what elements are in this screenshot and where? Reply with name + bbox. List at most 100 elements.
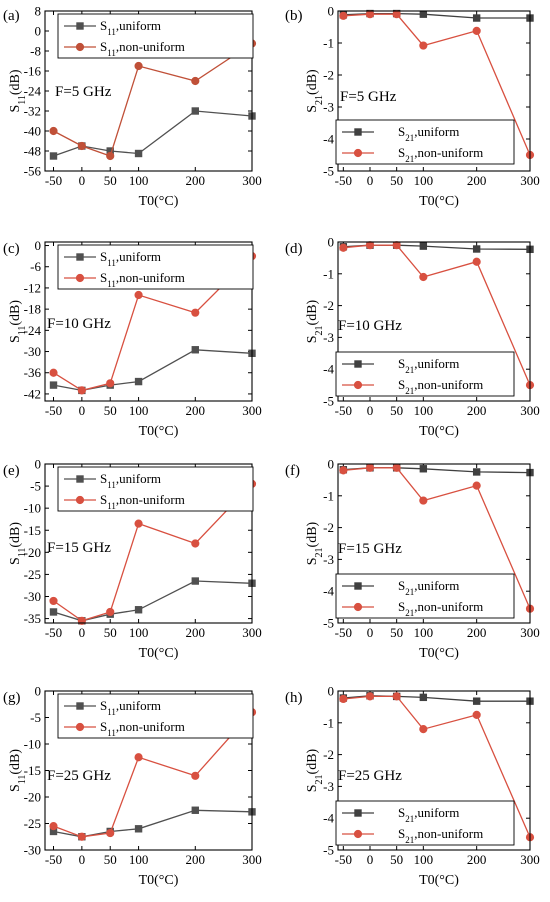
- legend: S11,uniform S11,non-uniform: [57, 466, 254, 512]
- y-tick-label: -4: [323, 584, 334, 599]
- panel-label: (a): [3, 8, 20, 24]
- x-tick-label: 100: [129, 625, 149, 640]
- legend: S11,uniform S11,non-uniform: [57, 13, 254, 59]
- frequency-annotation: F=15 GHz: [338, 541, 402, 557]
- x-tick-label: 0: [367, 173, 374, 188]
- data-point: [191, 346, 199, 354]
- x-tick-label: 200: [186, 625, 206, 640]
- x-tick-label: 100: [414, 173, 434, 188]
- y-tick-label: -20: [24, 545, 41, 560]
- data-point: [191, 539, 200, 548]
- data-point: [472, 14, 481, 22]
- x-tick-label: 0: [79, 625, 86, 640]
- x-tick-label: 0: [79, 173, 86, 188]
- data-point: [106, 828, 115, 838]
- x-tick-label: 50: [104, 173, 117, 188]
- data-point: [392, 463, 401, 472]
- plot-frame: [44, 241, 253, 402]
- x-tick-label: 300: [520, 625, 540, 640]
- y-tick-label: 0: [35, 684, 42, 699]
- data-point: [472, 245, 481, 253]
- legend-box: [335, 573, 515, 619]
- data-point: [134, 377, 143, 386]
- legend: S11,uniform S11,non-uniform: [57, 693, 254, 739]
- x-axis-label: T0(°C): [139, 873, 179, 888]
- legend-label: S21,non-uniform: [398, 826, 483, 845]
- x-tick-label: -50: [45, 173, 62, 188]
- frequency-annotation: F=15 GHz: [47, 540, 111, 556]
- y-tick-label: -30: [24, 589, 41, 604]
- data-point: [134, 61, 143, 71]
- y-tick-label: -3: [323, 552, 334, 567]
- panel-label: (f): [285, 463, 300, 479]
- chart-panel-5: -50 0 50 100 200 300 0 -5 -10 -15 -20 -25 -30 -35 S11,…: [3, 457, 262, 662]
- data-point: [106, 607, 115, 617]
- y-tick-label: -4: [323, 132, 334, 147]
- legend-label: S11,non-uniform: [100, 270, 185, 289]
- y-tick-label: -30: [24, 344, 41, 359]
- data-point: [392, 241, 401, 250]
- data-point: [365, 463, 375, 472]
- x-tick-label: 50: [390, 173, 403, 188]
- data-point: [134, 753, 143, 762]
- legend-marker: [354, 360, 362, 368]
- data-point: [49, 596, 58, 606]
- chart-panel-4: -50 0 50 100 200 3000-1-2-3-4-5S21,uniformS21…: [285, 235, 540, 440]
- chart-panel-8: -50 0 50 100 200 3000-1-2-3-4-5S21,uniformS21…: [285, 684, 540, 889]
- chart-panel-1: -50 0 50 100 200 300 8 0 -8 -16 -24 -32 -40 -48 -56 S11…: [3, 4, 262, 210]
- y-tick-label: -10: [24, 501, 41, 516]
- y-tick-label: -20: [24, 790, 41, 805]
- y-tick-label: -6: [30, 259, 41, 274]
- y-axis-label: S11(dB): [8, 522, 28, 565]
- data-point: [365, 10, 375, 19]
- legend-marker: [354, 128, 362, 136]
- panel-label: (c): [3, 241, 20, 257]
- legend-label: S11,non-uniform: [100, 492, 185, 511]
- x-tick-label: 300: [242, 625, 262, 640]
- y-axis-label: S11(dB): [8, 69, 28, 112]
- legend-label: S21,non-uniform: [398, 599, 483, 618]
- data-point: [191, 577, 199, 585]
- panel-label: (b): [285, 8, 303, 24]
- x-axis-label: T0(°C): [419, 194, 459, 209]
- legend: S21,uniform S21,non-uniform: [335, 573, 515, 619]
- y-axis-label: S11(dB): [8, 300, 28, 343]
- legend-marker: [75, 722, 85, 732]
- y-tick-label: -16: [24, 64, 42, 79]
- frequency-annotation: F=10 GHz: [338, 318, 402, 334]
- x-axis-label: T0(°C): [139, 424, 179, 439]
- y-tick-label: 8: [35, 4, 42, 19]
- series-line-1: [343, 12, 530, 19]
- x-tick-label: -50: [335, 625, 352, 640]
- data-point: [134, 825, 143, 833]
- series-line-2: [53, 711, 253, 838]
- y-tick-label: -25: [24, 816, 41, 831]
- data-point: [419, 465, 428, 473]
- legend-label: S11,uniform: [100, 249, 161, 268]
- x-tick-label: 0: [367, 403, 374, 418]
- x-tick-label: 200: [186, 403, 206, 418]
- legend-marker: [76, 22, 84, 30]
- x-tick-label: 200: [467, 403, 487, 418]
- y-tick-label: -12: [24, 280, 41, 295]
- x-tick-label: 0: [367, 625, 374, 640]
- legend-label: S21,non-uniform: [398, 377, 483, 396]
- data-point: [419, 272, 428, 282]
- x-tick-label: -50: [335, 852, 352, 867]
- x-tick-label: 200: [186, 852, 206, 867]
- y-tick-label: -15: [24, 763, 41, 778]
- data-point: [191, 107, 199, 115]
- data-point: [472, 697, 481, 705]
- x-tick-label: 200: [467, 173, 487, 188]
- x-tick-label: 100: [414, 625, 434, 640]
- y-tick-label: -40: [24, 124, 41, 139]
- legend-marker: [353, 380, 363, 390]
- x-tick-label: -50: [45, 625, 62, 640]
- legend: S21,uniform S21,non-uniform: [335, 351, 515, 397]
- y-tick-label: -25: [24, 567, 41, 582]
- y-tick-label: -1: [323, 488, 334, 503]
- data-point: [77, 386, 86, 395]
- x-tick-label: -50: [335, 403, 352, 418]
- data-point: [77, 832, 86, 841]
- data-point: [339, 11, 348, 20]
